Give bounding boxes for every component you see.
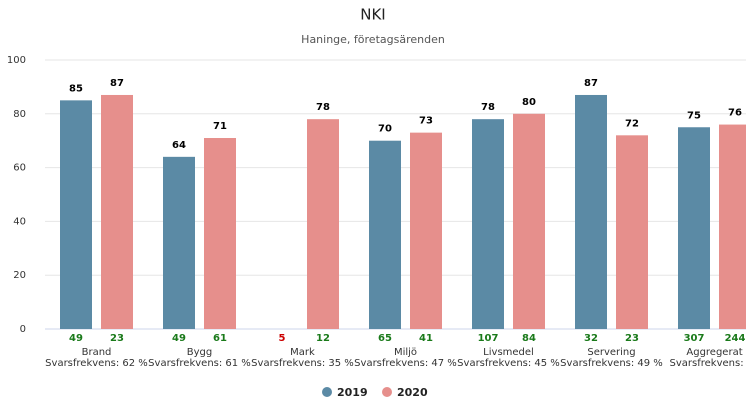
- count-label: 23: [110, 333, 124, 344]
- x-tick-label: Miljö: [394, 347, 417, 358]
- value-label: 78: [481, 102, 495, 113]
- count-label: 61: [213, 333, 227, 344]
- legend-marker: [322, 387, 332, 397]
- value-label: 87: [584, 78, 598, 89]
- bar: [410, 132, 442, 329]
- chart-title: NKI: [360, 6, 385, 24]
- y-tick-label: 0: [20, 324, 26, 335]
- value-label: 71: [213, 121, 227, 132]
- bar: [307, 119, 339, 330]
- value-label: 76: [728, 108, 742, 119]
- count-label: 5: [279, 333, 286, 344]
- response-rate: Svarsfrekvens: 35 %: [251, 358, 354, 369]
- count-label: 65: [378, 333, 392, 344]
- count-label: 307: [684, 333, 705, 344]
- bar: [204, 138, 236, 329]
- bar: [101, 94, 133, 329]
- y-tick-label: 60: [13, 163, 26, 174]
- chart-subtitle: Haninge, företagsärenden: [301, 33, 445, 46]
- bar: [513, 113, 545, 329]
- bar: [678, 127, 710, 329]
- y-tick-label: 100: [7, 55, 26, 66]
- count-label: 23: [625, 333, 639, 344]
- value-label: 73: [419, 116, 433, 127]
- value-label: 64: [172, 140, 186, 151]
- count-label: 41: [419, 333, 433, 344]
- value-label: 72: [625, 118, 639, 129]
- response-rate: Svarsfrekvens: 50: [670, 358, 746, 369]
- response-rate: Svarsfrekvens: 49 %: [560, 358, 663, 369]
- x-tick-label: Bygg: [187, 347, 212, 358]
- y-tick-label: 80: [13, 109, 26, 120]
- x-tick-label: Aggregerat: [686, 347, 742, 358]
- x-tick-label: Livsmedel: [483, 347, 534, 358]
- value-label: 85: [69, 83, 83, 94]
- response-rate: Svarsfrekvens: 47 %: [354, 358, 457, 369]
- count-label: 84: [522, 333, 536, 344]
- count-label: 49: [172, 333, 186, 344]
- bar: [575, 94, 607, 329]
- x-tick-label: Brand: [82, 347, 112, 358]
- bar: [163, 156, 195, 329]
- bar: [719, 124, 746, 329]
- value-label: 80: [522, 97, 536, 108]
- count-label: 12: [316, 333, 330, 344]
- value-label: 70: [378, 124, 392, 135]
- count-label: 107: [478, 333, 499, 344]
- y-tick-label: 20: [13, 270, 26, 281]
- response-rate: Svarsfrekvens: 61 %: [148, 358, 251, 369]
- value-label: 78: [316, 102, 330, 113]
- response-rate: Svarsfrekvens: 62 %: [45, 358, 148, 369]
- legend-label: 2019: [337, 386, 368, 399]
- bar: [60, 100, 92, 329]
- count-label: 49: [69, 333, 83, 344]
- y-tick-label: 40: [13, 216, 26, 227]
- value-label: 87: [110, 78, 124, 89]
- bar: [616, 135, 648, 329]
- bar: [369, 140, 401, 329]
- response-rate: Svarsfrekvens: 45 %: [457, 358, 560, 369]
- legend-marker: [382, 387, 392, 397]
- bar: [472, 119, 504, 330]
- value-label: 75: [687, 110, 701, 121]
- x-tick-label: Mark: [290, 347, 315, 358]
- count-label: 32: [584, 333, 598, 344]
- legend-label: 2020: [397, 386, 428, 399]
- x-tick-label: Servering: [587, 347, 635, 358]
- count-label: 244: [725, 333, 746, 344]
